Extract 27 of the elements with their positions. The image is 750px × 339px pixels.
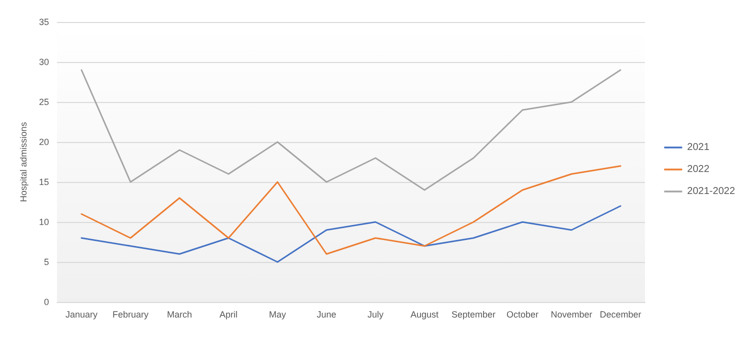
- y-tick-label: 20: [38, 137, 49, 147]
- x-tick-label: November: [550, 310, 592, 320]
- x-tick-label: October: [506, 310, 539, 320]
- y-tick-label: 0: [44, 297, 49, 307]
- x-tick-label: February: [112, 310, 150, 320]
- line-series: [80, 165, 622, 255]
- x-tick-label: April: [219, 310, 238, 320]
- x-tick-label: August: [410, 310, 440, 320]
- y-tick-label: 5: [44, 257, 49, 267]
- x-tick-label: January: [65, 310, 98, 320]
- legend-label: 2021-2022: [687, 186, 736, 197]
- line-series: [80, 69, 622, 191]
- x-tick-label: June: [316, 310, 336, 320]
- y-tick-label: 30: [38, 57, 49, 67]
- legend-label: 2021: [687, 142, 710, 153]
- y-tick-label: 25: [38, 97, 49, 107]
- y-tick-label: 35: [38, 17, 49, 27]
- x-tick-label: May: [268, 310, 286, 320]
- x-tick-label: December: [600, 310, 642, 320]
- line-series: [80, 205, 622, 263]
- y-tick-label: 15: [38, 177, 49, 187]
- x-tick-label: July: [367, 310, 384, 320]
- y-axis-title: Hospital admissions: [18, 121, 29, 202]
- legend-label: 2022: [687, 164, 710, 175]
- x-tick-label: March: [166, 310, 192, 320]
- y-tick-label: 10: [38, 217, 49, 227]
- x-tick-label: September: [451, 310, 496, 320]
